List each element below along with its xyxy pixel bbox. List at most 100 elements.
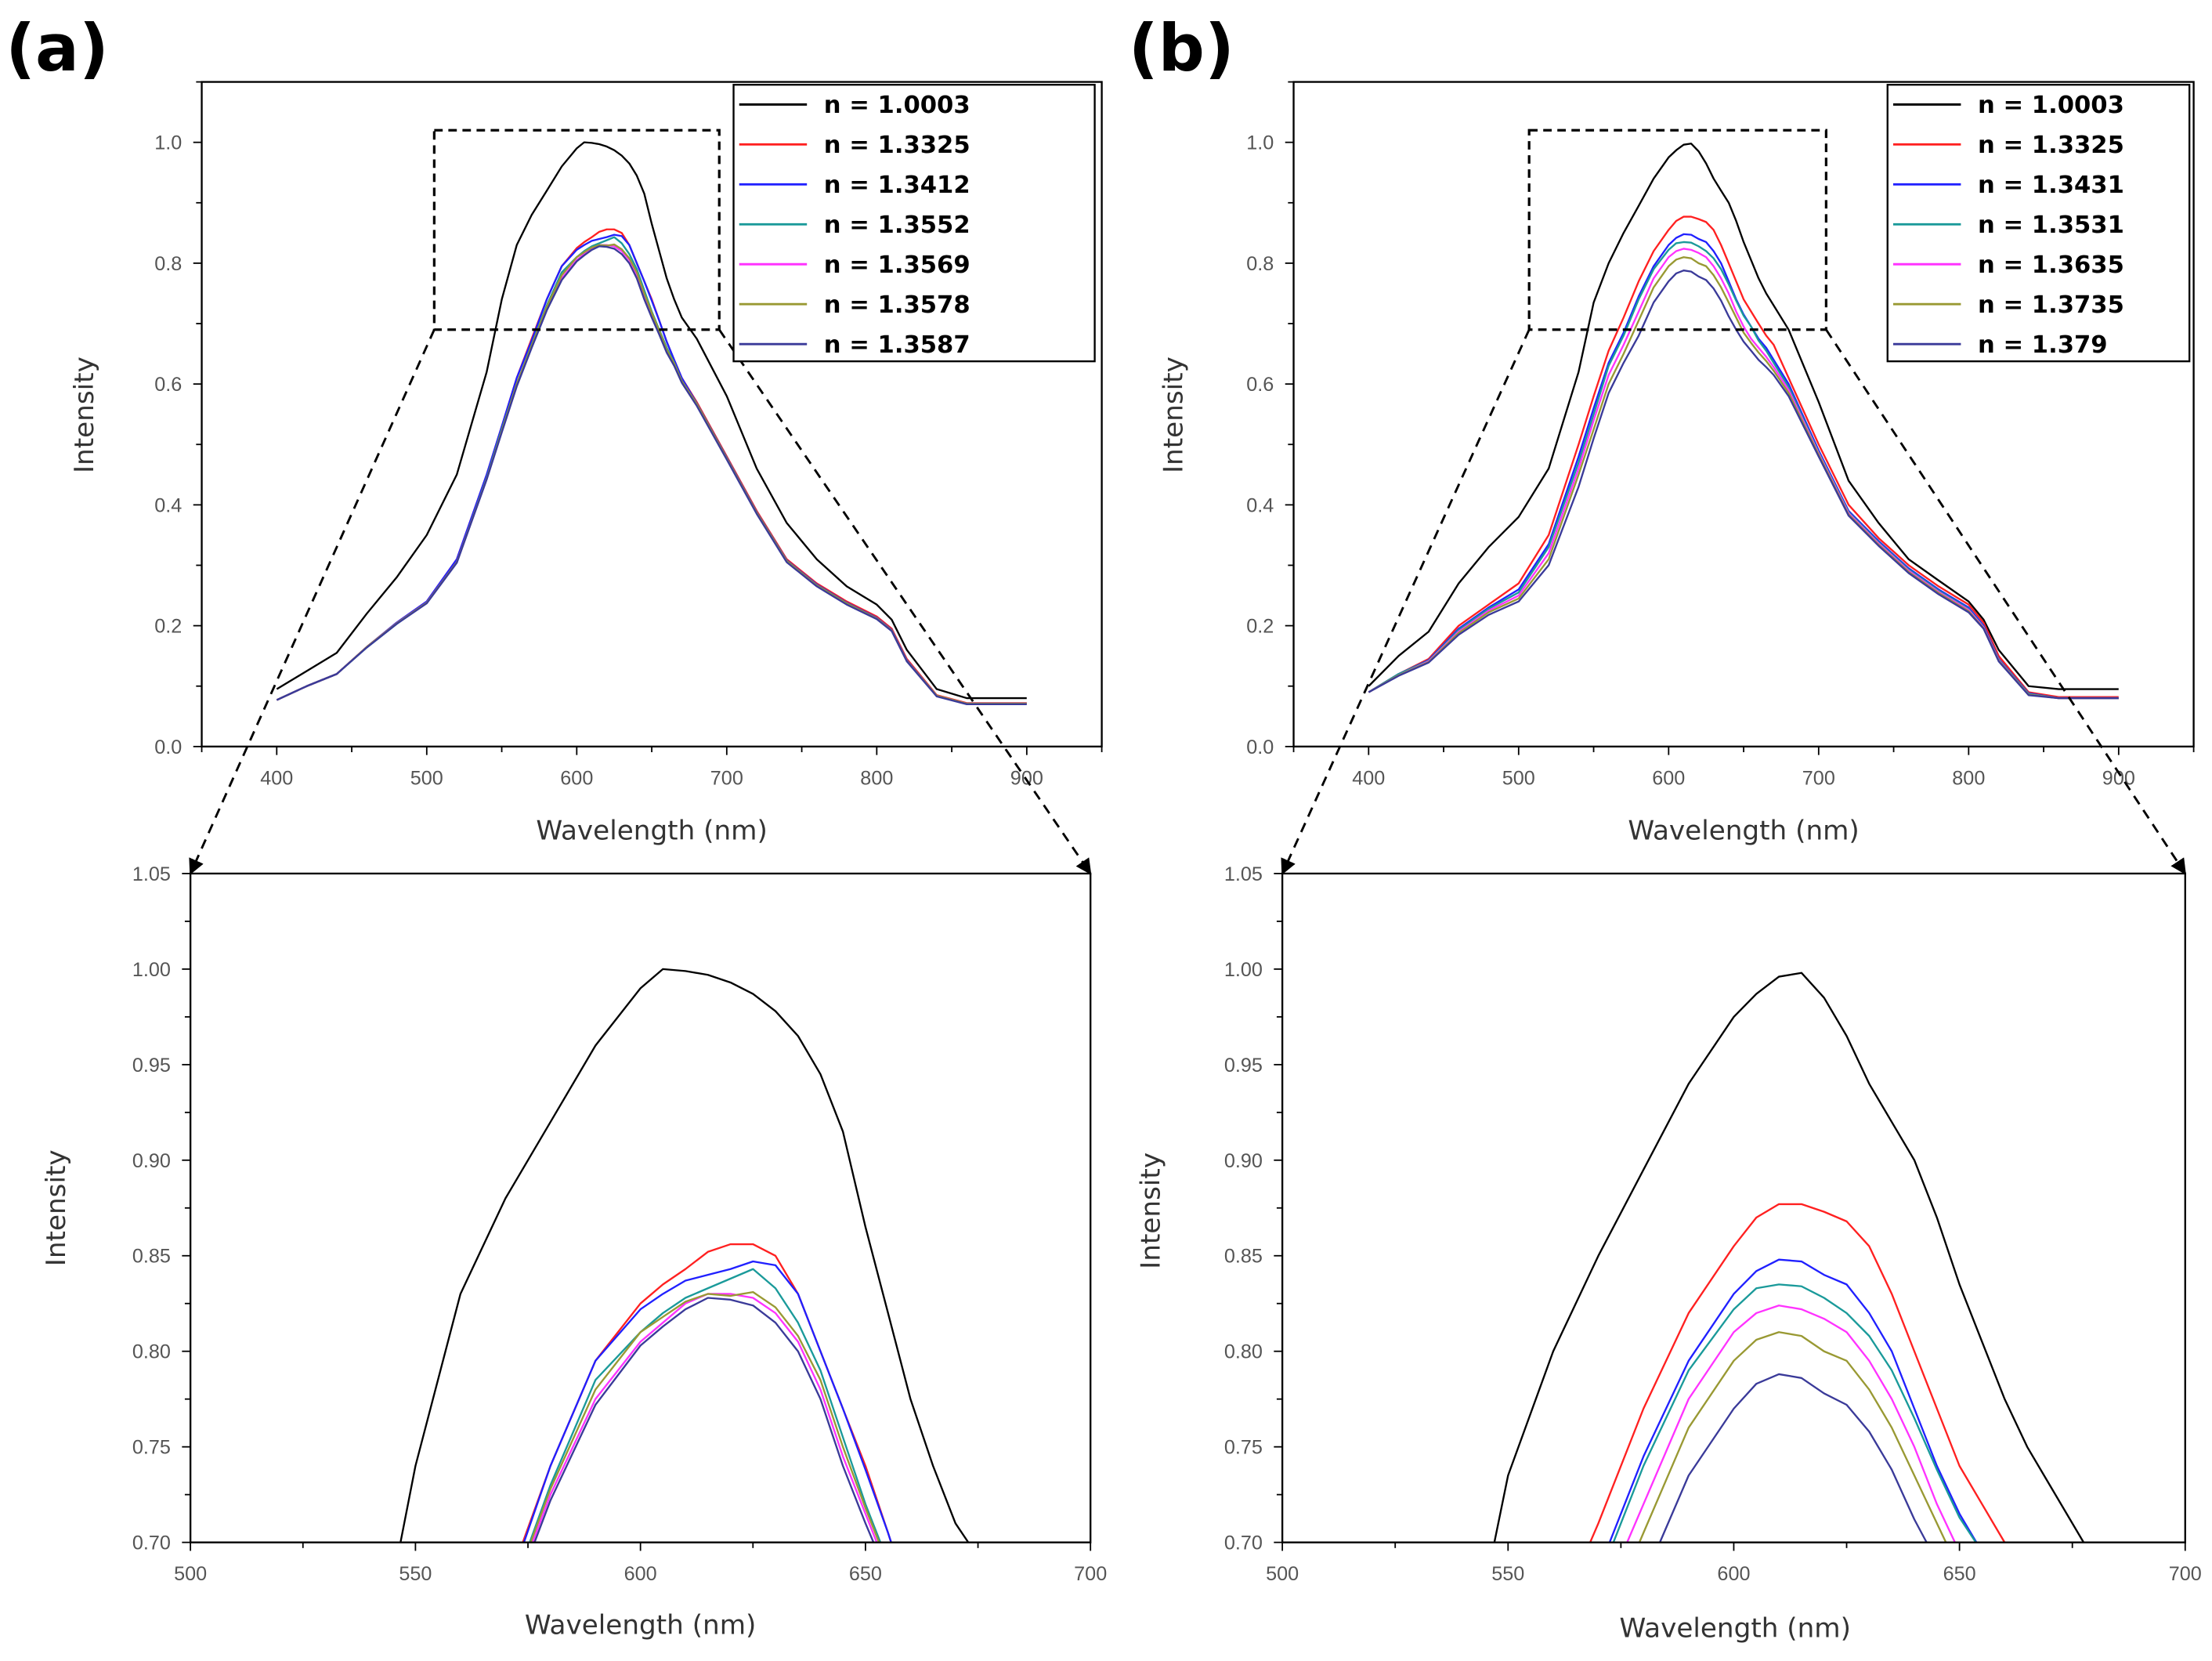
zoom-connector-left bbox=[189, 329, 436, 875]
series-line-7 bbox=[533, 1297, 875, 1543]
y-tick-label: 0.70 bbox=[132, 1533, 171, 1554]
legend-box bbox=[732, 83, 1096, 363]
x-tick-label: 700 bbox=[2169, 1563, 2202, 1585]
legend-label-6: n = 1.3578 bbox=[824, 291, 970, 319]
legend-label-6: n = 1.3735 bbox=[1978, 291, 2124, 319]
x-tick-label: 600 bbox=[560, 767, 593, 789]
y-tick-label: 0.90 bbox=[1224, 1150, 1263, 1172]
y-axis-title-zoom: Intensity bbox=[41, 1149, 72, 1266]
y-tick-label: 0.75 bbox=[1224, 1437, 1263, 1459]
y-tick-label: 1.00 bbox=[1224, 959, 1263, 981]
y-tick-label: 0.8 bbox=[154, 253, 182, 275]
series-line-1 bbox=[1493, 972, 2085, 1543]
x-tick-label: 650 bbox=[849, 1563, 882, 1585]
series-line-1 bbox=[276, 141, 1027, 700]
series-line-6 bbox=[530, 1290, 880, 1543]
zoom-connector-right bbox=[718, 328, 1092, 875]
x-tick-label: 500 bbox=[410, 767, 443, 789]
y-tick-label: 0.0 bbox=[154, 736, 182, 758]
y-tick-label: 0.4 bbox=[1246, 494, 1274, 516]
series-line-4 bbox=[1368, 241, 2119, 700]
zoom-region-box bbox=[432, 128, 721, 331]
y-tick-label: 0.95 bbox=[132, 1055, 171, 1077]
series-line-6 bbox=[1638, 1331, 1947, 1543]
x-tick-label: 600 bbox=[1652, 767, 1685, 789]
y-tick-label: 1.00 bbox=[132, 959, 171, 981]
x-tick-label: 500 bbox=[1502, 767, 1535, 789]
series-line-2 bbox=[1368, 215, 2119, 698]
series-line-3 bbox=[522, 1260, 892, 1543]
zoom-connector-left bbox=[1281, 329, 1531, 875]
legend-label-2: n = 1.3325 bbox=[1978, 132, 2124, 159]
series-line-5 bbox=[1368, 248, 2119, 700]
main-series-group bbox=[1368, 143, 2119, 700]
y-tick-label: 0.2 bbox=[154, 616, 182, 638]
panel-b: Wavelength (nm) Intensity Wavelength (nm… bbox=[1135, 81, 2202, 1644]
series-line-4 bbox=[529, 1268, 882, 1543]
y-axis-title-zoom: Intensity bbox=[1135, 1153, 1166, 1269]
series-line-3 bbox=[1368, 233, 2119, 700]
x-tick-label: 600 bbox=[1717, 1563, 1750, 1585]
series-line-2 bbox=[1589, 1203, 2006, 1543]
series-line-5 bbox=[1626, 1305, 1956, 1543]
x-axis-title-main: Wavelength (nm) bbox=[1628, 816, 1859, 847]
series-line-7 bbox=[276, 245, 1027, 705]
zoom-axes-frame bbox=[1281, 872, 2186, 1543]
series-line-7 bbox=[1659, 1373, 1928, 1543]
x-tick-label: 500 bbox=[174, 1563, 207, 1585]
series-line-6 bbox=[1368, 256, 2119, 700]
x-tick-label: 900 bbox=[2102, 767, 2135, 789]
legend: n = 1.0003 n = 1.3325 n = 1.3412 n = 1.3552… bbox=[732, 83, 1096, 363]
x-axis-title-main: Wavelength (nm) bbox=[536, 816, 767, 847]
series-line-3 bbox=[1608, 1258, 1978, 1543]
x-axis-title-zoom: Wavelength (nm) bbox=[525, 1610, 756, 1641]
x-tick-label: 550 bbox=[1491, 1563, 1524, 1585]
y-tick-label: 0.80 bbox=[132, 1341, 171, 1363]
series-line-1 bbox=[399, 968, 970, 1543]
series-line-4 bbox=[1612, 1283, 1977, 1543]
x-tick-label: 700 bbox=[1802, 767, 1835, 789]
legend-label-5: n = 1.3635 bbox=[1978, 252, 2124, 279]
legend-box bbox=[1886, 83, 2191, 363]
series-line-5 bbox=[531, 1293, 878, 1543]
y-tick-label: 0.85 bbox=[132, 1246, 171, 1268]
y-tick-label: 1.05 bbox=[1224, 863, 1263, 885]
legend-label-4: n = 1.3552 bbox=[824, 212, 970, 239]
y-tick-label: 1.0 bbox=[154, 132, 182, 154]
y-axis-title-main: Intensity bbox=[1158, 356, 1189, 473]
y-tick-label: 0.95 bbox=[1224, 1055, 1263, 1077]
series-line-1 bbox=[1368, 143, 2119, 690]
y-tick-label: 0.85 bbox=[1224, 1246, 1263, 1268]
series-line-7 bbox=[1368, 270, 2119, 700]
y-tick-label: 1.05 bbox=[132, 863, 171, 885]
y-tick-label: 1.0 bbox=[1246, 132, 1274, 154]
panel-label-a: (a) bbox=[5, 10, 109, 86]
y-tick-label: 0.80 bbox=[1224, 1341, 1263, 1363]
zoom-axes-frame bbox=[189, 872, 1092, 1543]
legend: n = 1.0003 n = 1.3325 n = 1.3431 n = 1.3531… bbox=[1886, 83, 2191, 363]
x-tick-label: 800 bbox=[860, 767, 893, 789]
zoom-region-box bbox=[1527, 128, 1828, 331]
legend-label-3: n = 1.3412 bbox=[824, 172, 970, 199]
y-tick-label: 0.2 bbox=[1246, 616, 1274, 638]
x-tick-label: 650 bbox=[1943, 1563, 1976, 1585]
zoom-connector-right bbox=[1825, 328, 2186, 875]
y-tick-label: 0.75 bbox=[132, 1437, 171, 1459]
zoom-series-group bbox=[399, 968, 970, 1543]
x-tick-label: 550 bbox=[399, 1563, 432, 1585]
legend-label-3: n = 1.3431 bbox=[1978, 172, 2124, 199]
legend-label-1: n = 1.0003 bbox=[824, 92, 970, 119]
x-tick-label: 500 bbox=[1266, 1563, 1299, 1585]
legend-label-7: n = 1.3587 bbox=[824, 331, 970, 359]
y-tick-label: 0.6 bbox=[154, 374, 182, 396]
legend-label-1: n = 1.0003 bbox=[1978, 92, 2124, 119]
y-tick-label: 0.0 bbox=[1246, 736, 1274, 758]
x-tick-label: 400 bbox=[260, 767, 293, 789]
y-tick-label: 0.70 bbox=[1224, 1533, 1263, 1554]
main-series-group bbox=[276, 141, 1027, 705]
panel-label-b: (b) bbox=[1129, 10, 1234, 86]
x-axis-title-zoom: Wavelength (nm) bbox=[1620, 1612, 1851, 1644]
y-axis-title-main: Intensity bbox=[69, 356, 100, 473]
legend-label-7: n = 1.379 bbox=[1978, 331, 2108, 359]
panel-a: Wavelength (nm) Intensity Wavelength (nm… bbox=[41, 81, 1107, 1641]
